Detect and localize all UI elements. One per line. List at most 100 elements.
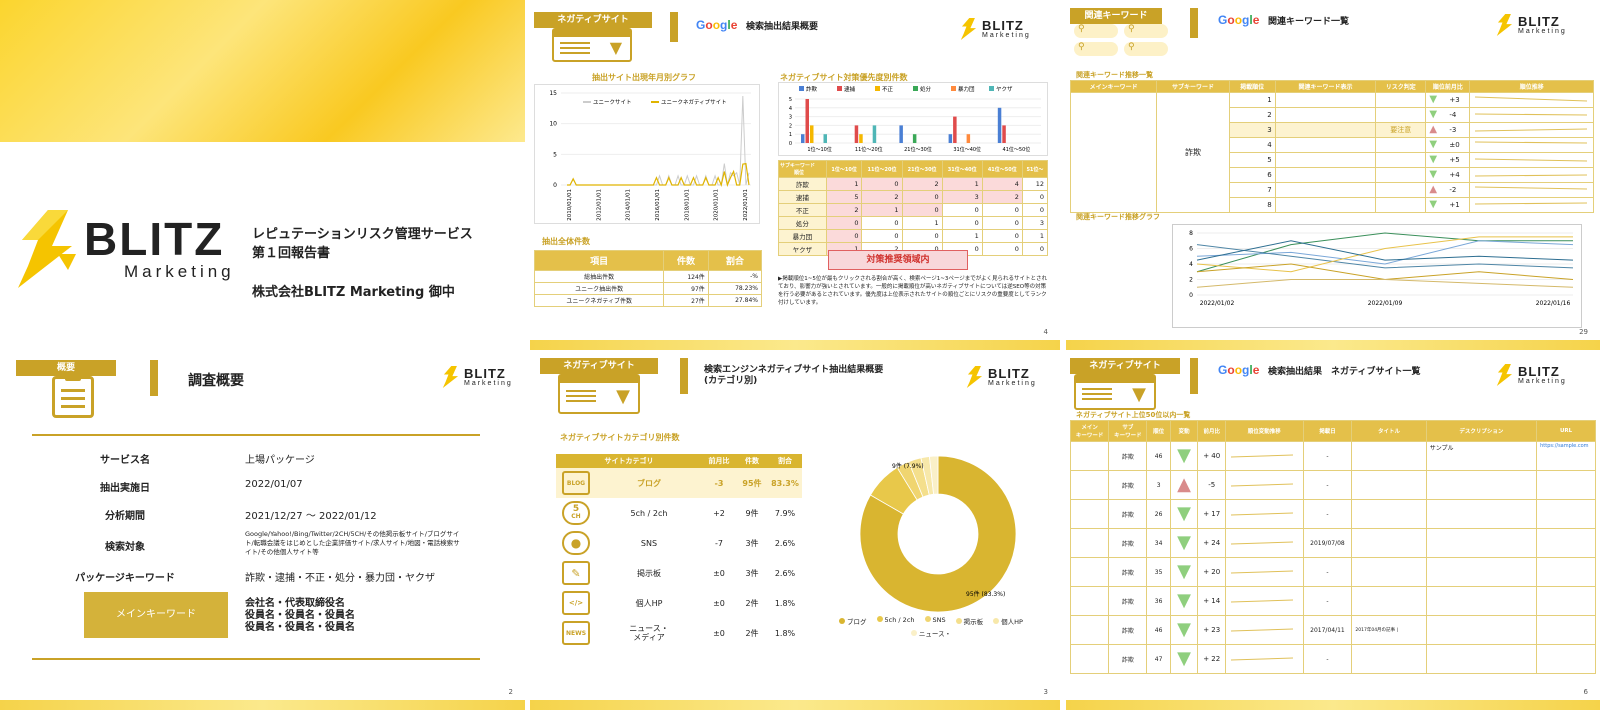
rank-cell: 47	[1146, 644, 1171, 674]
url-cell[interactable]	[1536, 470, 1596, 500]
description-cell	[1425, 470, 1538, 500]
sub-kw-cell: 詐欺	[1108, 441, 1148, 471]
table-row: 詐欺 35 ▼ + 20 -	[1069, 557, 1596, 587]
rank-cell: 26	[1146, 499, 1171, 529]
url-cell[interactable]	[1536, 499, 1596, 529]
legend-swatch	[910, 630, 917, 636]
trend-sparkline	[1230, 454, 1294, 458]
col-header: 件数	[663, 250, 709, 271]
diff-value: -4	[1449, 111, 1457, 119]
trend-sparkline	[1230, 512, 1294, 516]
bar-chart: 0 1 2 3 4 5 1位〜10位 11位〜20位 21位〜30位 31位〜40位 41位〜50位…	[789, 85, 1041, 153]
bar	[854, 125, 859, 143]
y-tick-label: 0	[553, 182, 557, 189]
matrix-cell: 1	[1021, 229, 1049, 243]
change-cell: ▼	[1169, 557, 1199, 587]
arrow-down-icon: ▼	[1429, 109, 1438, 120]
series-line	[1196, 240, 1574, 265]
trend-cell	[1469, 152, 1594, 168]
trend-cell	[1225, 557, 1304, 587]
overview-label: 検索対象	[105, 542, 145, 553]
arrow-down-icon: ▼	[1177, 445, 1192, 466]
title-cell	[1351, 557, 1427, 587]
trend-sparkline	[1475, 202, 1588, 205]
description-cell	[1425, 586, 1538, 616]
col-header: デスクリプション	[1425, 420, 1538, 442]
table-row: 8 ▼ +1	[1071, 197, 1594, 213]
url-cell[interactable]	[1536, 586, 1596, 616]
matrix-cell: 0	[825, 216, 863, 230]
logo-wordmark: BLITZ	[84, 213, 225, 265]
priority-matrix: サブキーワード 順位 1位〜10位 11位〜20位 21位〜30位 31位〜40位 41位〜…	[778, 160, 1049, 256]
related-cell	[1274, 137, 1377, 153]
section-tag: ネガティブサイト	[534, 12, 652, 28]
url-cell[interactable]	[1536, 557, 1596, 587]
trend-sparkline	[1475, 186, 1588, 190]
overview-slide: 概要 調査概要 BLITZ Marketing サービス名 上場パッケージ 抽出実…	[0, 358, 525, 710]
legend-label: ユニークサイト	[593, 99, 632, 106]
date-cell: -	[1302, 557, 1353, 587]
category-row: 5 CH 5ch / 2ch +2 9件 7.9%	[556, 498, 802, 528]
sub-kw-cell: 詐欺	[1108, 615, 1148, 645]
change-cell: ▼	[1169, 528, 1199, 558]
table-row: 詐欺 46 ▼ + 23 2017/04/11 2017年04月の記事 |	[1069, 615, 1596, 645]
page-number: 29	[1579, 328, 1588, 336]
matrix-cell: 2	[861, 190, 903, 204]
matrix-cell: 0	[941, 216, 983, 230]
legend-label: 逮捕	[844, 85, 856, 93]
url-cell[interactable]	[1536, 615, 1596, 645]
line-chart-title: 抽出サイト出現年月別グラフ	[592, 73, 696, 82]
footer-bar	[0, 700, 525, 710]
matrix-cell: 3	[1021, 216, 1049, 230]
url-cell[interactable]	[1536, 528, 1596, 558]
rank-cell: 1	[1228, 92, 1276, 108]
x-tick-label: 31位〜40位	[953, 146, 981, 153]
categories-slide: ネガティブサイト ▼ 検索エンジンネガティブサイト抽出結果概要 (カテゴリ別) …	[530, 358, 1060, 710]
url-cell[interactable]	[1536, 644, 1596, 674]
sub-kw-cell: 詐欺	[1108, 528, 1148, 558]
overview-value: 上場パッケージ	[245, 455, 315, 466]
matrix-row: 詐欺 1 0 2 1 4 12	[778, 177, 1049, 191]
matrix-corner: サブキーワード 順位	[778, 160, 827, 178]
legend-swatch	[837, 86, 842, 91]
note-text: ▶掲載順位1~5位が最もクリックされる割合が高く、検索ページ1~3ページまでがよ…	[778, 276, 1047, 306]
risk-cell	[1375, 92, 1427, 108]
date-cell: -	[1302, 644, 1353, 674]
url-cell[interactable]: https://sample.com	[1536, 441, 1596, 471]
sitelist-table-title: ネガティブサイト上位50位以内一覧	[1076, 411, 1191, 419]
diff-value: +1	[1449, 201, 1460, 209]
category-count: 2件	[745, 628, 759, 638]
matrix-col-header: 41位〜50位	[981, 160, 1023, 178]
related-cell	[1274, 197, 1377, 213]
legend-item: 掲示板	[955, 616, 983, 626]
trend-sparkline	[1475, 96, 1588, 102]
table-row: 詐欺 36 ▼ + 14 -	[1069, 586, 1596, 616]
diff-value: -2	[1449, 186, 1457, 194]
description-cell	[1425, 615, 1538, 645]
divider	[32, 434, 480, 436]
section-tag: ネガティブサイト	[1070, 358, 1180, 374]
title-cell	[1351, 470, 1427, 500]
matrix-row-label: 処分	[778, 216, 827, 230]
category-pct: 1.8%	[774, 628, 796, 638]
legend-label: 詐欺	[806, 85, 818, 93]
category-row: NEWS ニュース・ メディア ±0 2件 1.8%	[556, 618, 802, 648]
change-cell: ▼	[1169, 644, 1199, 674]
x-tick-label: 2018/01/01	[684, 189, 690, 221]
icon-label: 5 CH	[571, 505, 580, 521]
sub-kw-cell: 詐欺	[1108, 644, 1148, 674]
col-header: 順位推移	[1469, 80, 1594, 93]
table-header: メインキーワード サブキーワード 掲載順位 関連キーワード表示 リスク判定 順位前月比 順位…	[1069, 80, 1594, 93]
logo-wordmark: BLITZ	[988, 366, 1030, 381]
matrix-cell: 1	[941, 229, 983, 243]
related-cell	[1274, 122, 1377, 138]
footer-bar	[1066, 340, 1600, 350]
logo-wordmark: BLITZ	[1518, 14, 1560, 29]
pie-slice	[859, 455, 1017, 613]
arrow-down-icon: ▼	[1429, 139, 1438, 150]
y-tick-label: 1	[789, 132, 792, 138]
slide-subtitle: (カテゴリ別)	[704, 376, 758, 386]
matrix-cell: 0	[1021, 190, 1049, 204]
category-diff: ±0	[713, 598, 725, 608]
main-kw-cell	[1069, 557, 1110, 587]
